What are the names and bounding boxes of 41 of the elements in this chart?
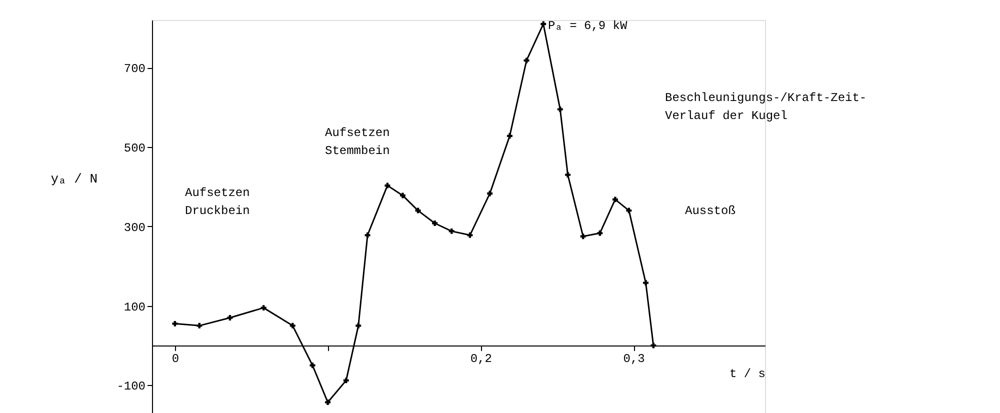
point: [626, 208, 632, 214]
point: [597, 230, 603, 236]
y-axis-title: yₐ / N: [50, 172, 98, 187]
y-tick-label: 500: [124, 142, 146, 156]
point: [506, 133, 512, 139]
point: [467, 232, 473, 238]
annotation: Aufsetzen Stemmbein: [325, 126, 390, 158]
point: [356, 322, 362, 328]
point: [643, 280, 648, 286]
point: [540, 21, 546, 27]
x-tick-label: 0,2: [470, 352, 492, 366]
point: [172, 320, 178, 326]
point: [650, 342, 656, 348]
point: [364, 232, 370, 238]
point: [580, 234, 586, 240]
annotation: Pₐ = 6,9 kW: [548, 19, 628, 33]
point: [612, 196, 618, 202]
point: [196, 322, 202, 328]
point: [487, 190, 493, 196]
x-tick-label: 0,3: [623, 352, 645, 366]
annotation: Aufsetzen Druckbein: [185, 186, 250, 218]
point: [310, 362, 316, 368]
point: [384, 182, 390, 188]
point: [448, 228, 454, 234]
point: [565, 172, 571, 178]
point: [325, 400, 331, 406]
y-tick-label: 300: [124, 220, 146, 235]
x-axis-title: t / s: [729, 367, 766, 382]
point: [290, 322, 296, 328]
point: [400, 192, 406, 198]
y-tick-label: 100: [124, 300, 146, 314]
point: [227, 314, 233, 320]
point: [260, 305, 266, 311]
x-tick-label: 0: [172, 352, 180, 366]
point: [343, 378, 349, 384]
annotation: Ausstoß: [685, 204, 736, 218]
annotation: Beschleunigungs-/Kraft-Zeit-Verlauf der Kugel: [665, 91, 867, 123]
y-tick-label: -100: [116, 380, 146, 394]
y-tick-label: 700: [124, 62, 146, 76]
point: [557, 106, 563, 112]
point: [432, 220, 438, 226]
